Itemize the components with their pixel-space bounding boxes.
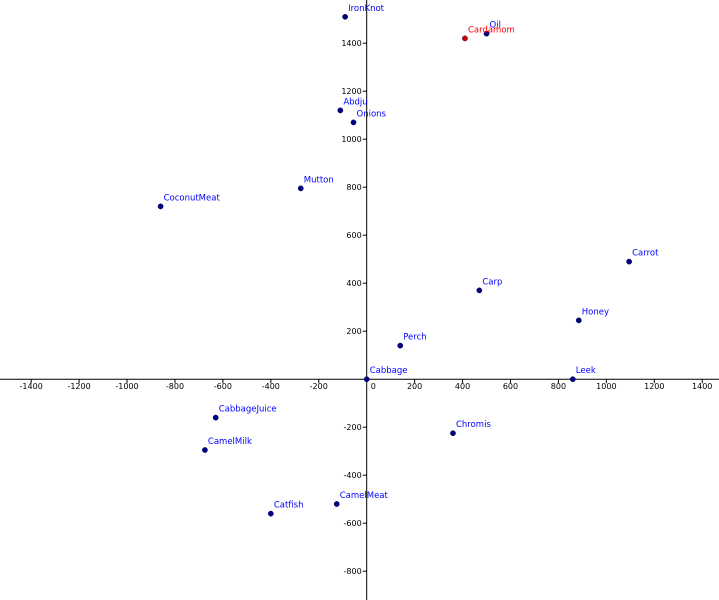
y-tick-label: 1400: [341, 39, 361, 48]
x-tick-label: -600: [214, 382, 232, 391]
point-label: Perch: [403, 333, 426, 343]
y-tick-label: 600: [346, 231, 361, 240]
data-point: Cabbage: [363, 366, 408, 383]
x-tick-label: -200: [310, 382, 328, 391]
point-label: Chromis: [456, 420, 491, 430]
point-marker: [483, 30, 490, 37]
point-label: Cabbage: [370, 366, 408, 376]
data-point: Abdju: [337, 97, 368, 114]
point-marker: [350, 119, 357, 126]
point-marker: [337, 107, 344, 114]
y-tick-label: -400: [344, 471, 362, 480]
point-label: CamelMeat: [340, 491, 389, 501]
data-point: Leek: [569, 366, 596, 383]
y-tick-label: 400: [346, 279, 361, 288]
data-point: Carp: [476, 277, 502, 294]
point-marker: [462, 35, 468, 42]
y-tick-label: -600: [344, 519, 362, 528]
point-label: Oil: [490, 21, 501, 31]
point-marker: [267, 510, 274, 517]
point-label: Carp: [482, 277, 502, 287]
origin-label: 0: [371, 382, 376, 391]
data-point: CoconutMeat: [157, 193, 221, 210]
y-tick-label: 1000: [341, 135, 361, 144]
data-point: Perch: [397, 333, 427, 349]
data-point: Onions: [350, 109, 387, 126]
point-marker: [626, 258, 632, 265]
data-point: IronKnot: [342, 4, 385, 20]
point-label: IronKnot: [348, 4, 385, 14]
data-point: Catfish: [267, 501, 304, 517]
x-tick-label: 1000: [596, 382, 616, 391]
point-label: CamelMilk: [208, 437, 252, 447]
point-label: Leek: [576, 366, 596, 376]
data-point: Honey: [575, 307, 609, 324]
data-point: Chromis: [450, 420, 491, 437]
y-tick-label: -800: [344, 567, 362, 576]
x-tick-label: 400: [455, 382, 470, 391]
data-point: Cardamom: [462, 25, 515, 42]
x-tick-label: -1000: [115, 382, 138, 391]
data-point: CamelMeat: [333, 491, 389, 507]
y-tick-label: -200: [344, 423, 362, 432]
point-label: CabbageJuice: [219, 405, 277, 415]
x-tick-label: 600: [503, 382, 518, 391]
x-tick-label: -800: [166, 382, 184, 391]
point-marker: [212, 414, 219, 421]
point-label: Carrot: [632, 249, 659, 259]
x-tick-label: 200: [407, 382, 422, 391]
x-tick-label: 1400: [692, 382, 712, 391]
x-tick-label: -1400: [20, 382, 43, 391]
point-label: Honey: [582, 307, 609, 317]
x-tick-label: 1200: [644, 382, 664, 391]
point-label: Abdju: [343, 97, 367, 107]
point-label: Onions: [357, 109, 387, 119]
point-label: Cardamom: [468, 25, 515, 35]
point-marker: [363, 376, 370, 383]
point-marker: [297, 185, 304, 192]
point-marker: [333, 501, 340, 507]
point-label: Catfish: [274, 501, 304, 511]
x-tick-label: 800: [551, 382, 566, 391]
point-marker: [450, 430, 456, 437]
y-tick-label: 1200: [341, 87, 361, 96]
point-label: CoconutMeat: [164, 193, 221, 203]
point-marker: [476, 287, 483, 294]
point-marker: [342, 13, 348, 20]
data-point: Oil: [483, 21, 501, 37]
data-point: Carrot: [626, 249, 659, 265]
point-marker: [202, 447, 208, 453]
point-label: Mutton: [304, 175, 334, 185]
data-point: Mutton: [297, 175, 334, 192]
point-marker: [569, 376, 576, 383]
y-tick-label: 800: [346, 183, 361, 192]
y-tick-label: 200: [346, 327, 361, 336]
x-axis-ticks: -1400 -1200 -1000 -800 -600 -400 -200 200 400 600…: [20, 379, 712, 391]
point-marker: [157, 203, 164, 210]
x-tick-label: -400: [262, 382, 280, 391]
point-marker: [397, 342, 404, 349]
data-point: CabbageJuice: [212, 405, 277, 421]
point-marker: [575, 317, 582, 324]
data-point: CamelMilk: [202, 437, 252, 453]
x-tick-label: -1200: [67, 382, 90, 391]
y-axis-ticks: -800 -600 -400 -200 200 400 600 800 1000 1200 1400: [341, 39, 367, 576]
